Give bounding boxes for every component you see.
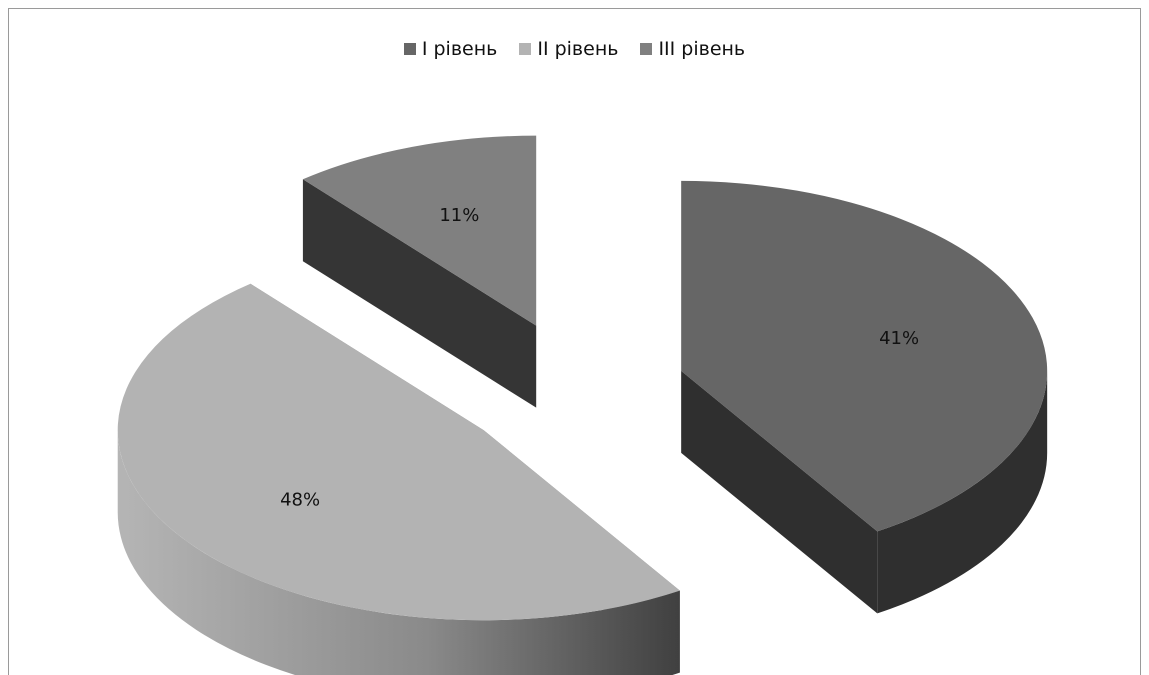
legend-label-level-2: ІІ рівень [537, 38, 619, 60]
pie-slice-top [681, 180, 1048, 532]
legend-item-level-3: ІІІ рівень [640, 38, 745, 60]
pie-slice-side [117, 430, 680, 675]
pie-data-label-1: 41% [879, 328, 919, 349]
legend-swatch-level-3 [640, 43, 653, 55]
pie-slice-top [302, 135, 537, 326]
pie-slice-top [117, 283, 680, 621]
pie-slice-3 [302, 135, 537, 408]
legend-label-level-1: І рівень [421, 38, 498, 60]
legend-swatch-level-1 [403, 43, 416, 55]
legend-item-level-2: ІІ рівень [519, 38, 618, 60]
legend-label-level-3: ІІІ рівень [658, 38, 746, 60]
pie-slice-2 [117, 283, 680, 675]
chart-frame [8, 8, 1141, 675]
chart-legend: І рівень ІІ рівень ІІІ рівень [0, 38, 1149, 60]
legend-item-level-1: І рівень [403, 38, 498, 60]
pie-slice-wall [681, 370, 878, 614]
pie-slice-1 [681, 180, 1048, 614]
legend-swatch-level-2 [519, 43, 532, 55]
pie-slice-wall [302, 179, 537, 408]
pie-slice-side [877, 370, 1048, 614]
pie-data-label-3: 11% [439, 205, 479, 226]
pie-data-label-2: 48% [280, 489, 320, 510]
